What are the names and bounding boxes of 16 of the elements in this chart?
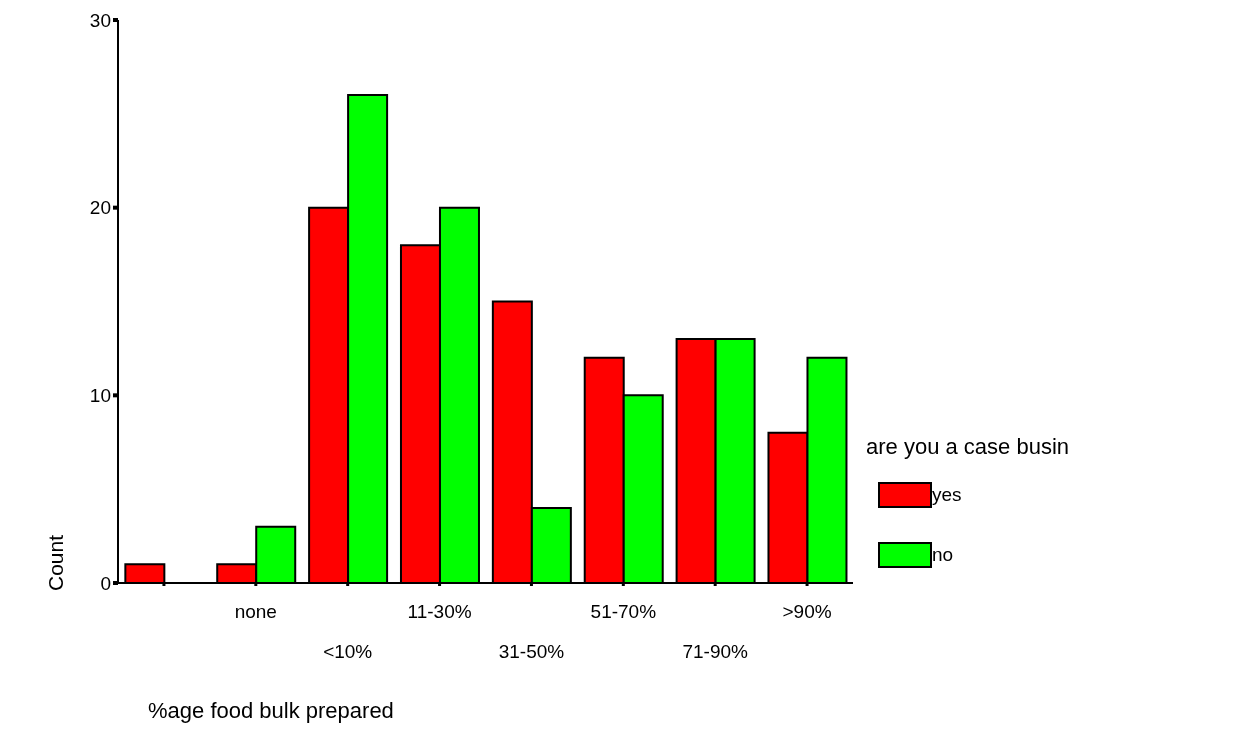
x-tick-label: 11-30% bbox=[407, 601, 472, 622]
y-tick-label: 30 bbox=[89, 9, 111, 31]
x-tick-label: <10% bbox=[323, 641, 373, 662]
x-tick-label: 31-50% bbox=[498, 641, 565, 662]
legend-title: are you a case busin bbox=[866, 434, 1070, 460]
x-tick-label: >90% bbox=[782, 601, 832, 622]
legend-label: yes bbox=[932, 484, 962, 506]
x-tick-label: 71-90% bbox=[682, 641, 749, 662]
y-tick-label: 0 bbox=[100, 572, 111, 594]
y-tick-label: 20 bbox=[89, 197, 111, 219]
y-tick-label: 10 bbox=[89, 385, 111, 407]
y-axis-title: Count bbox=[44, 534, 68, 592]
x-tick-label: none bbox=[234, 601, 277, 622]
x-axis-title: %age food bulk prepared bbox=[148, 698, 394, 724]
x-tick-label: 51-70% bbox=[590, 601, 657, 622]
legend-label: no bbox=[932, 544, 954, 566]
